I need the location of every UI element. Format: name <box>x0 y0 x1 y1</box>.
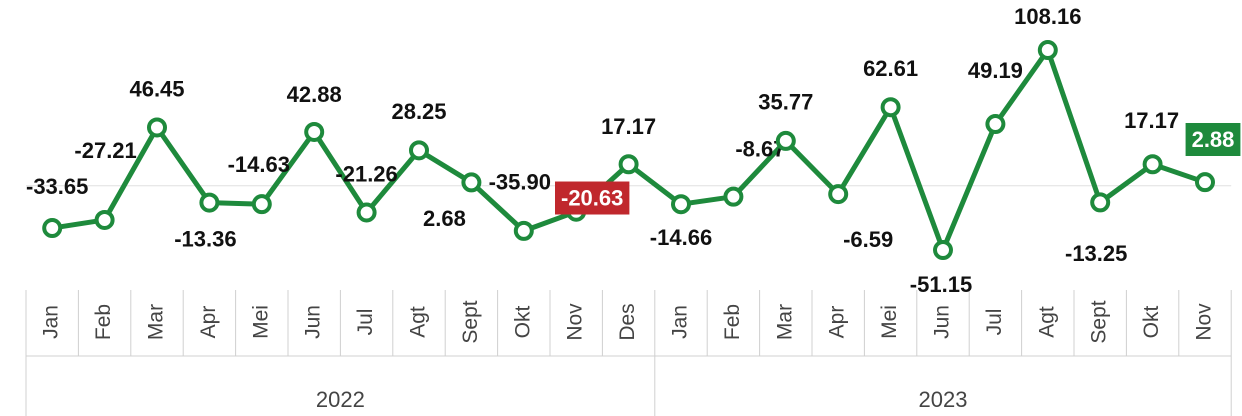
data-label-box <box>555 181 630 215</box>
x-tick-label: Apr <box>197 306 220 339</box>
data-label: -33.65 <box>26 174 88 199</box>
x-tick-label: Jun <box>931 305 954 339</box>
data-point <box>775 130 796 151</box>
data-point <box>723 186 744 207</box>
x-tick-label: Okt <box>1140 306 1163 339</box>
data-label: 49.19 <box>968 58 1023 83</box>
x-tick-label: Apr <box>826 306 849 339</box>
x-tick-label: Nov <box>564 303 587 341</box>
data-point <box>199 192 220 213</box>
x-tick-label: Jul <box>354 309 377 336</box>
data-point <box>513 220 534 241</box>
data-label: 28.25 <box>391 99 446 124</box>
x-tick-label: Mar <box>773 304 796 340</box>
x-tick-label: Mei <box>249 305 272 339</box>
data-point <box>304 121 325 142</box>
x-tick-label: Feb <box>721 304 744 340</box>
data-point <box>1195 172 1215 193</box>
data-point <box>671 194 691 215</box>
data-label: 108.16 <box>1014 4 1081 29</box>
x-tick-label: Jan <box>40 305 63 339</box>
data-label: -20.63 <box>561 186 623 211</box>
data-label: 2.68 <box>423 206 466 231</box>
x-tick-label: Agt <box>1035 306 1058 338</box>
x-tick-label: Mar <box>145 304 168 340</box>
data-label: 46.45 <box>129 76 184 101</box>
data-label: 2.88 <box>1192 127 1235 152</box>
data-label: -14.63 <box>228 152 290 177</box>
data-label: -51.15 <box>910 272 972 297</box>
data-point <box>409 140 429 161</box>
data-label: -13.36 <box>174 226 236 251</box>
data-point <box>147 117 167 138</box>
x-tick-label: Feb <box>92 304 115 340</box>
x-group-label: 2022 <box>316 387 365 412</box>
data-point <box>828 184 849 205</box>
x-tick-label: Sept <box>1088 300 1111 343</box>
data-point <box>251 194 272 215</box>
data-point <box>618 154 639 175</box>
x-tick-label: Agt <box>407 306 430 338</box>
data-label: 17.17 <box>601 114 656 139</box>
data-label: -21.26 <box>335 161 397 186</box>
data-label: -6.59 <box>843 227 893 252</box>
data-point <box>42 218 63 239</box>
data-point <box>880 97 901 118</box>
data-point <box>1037 40 1058 61</box>
data-label: -35.90 <box>489 170 551 195</box>
data-label: -27.21 <box>74 138 136 163</box>
x-tick-label: Okt <box>511 306 534 339</box>
x-tick-label: Jun <box>302 305 325 339</box>
data-line <box>51 47 1206 253</box>
data-label: 42.88 <box>287 82 342 107</box>
x-tick-label: Jan <box>669 305 692 339</box>
data-point <box>94 209 115 230</box>
data-label: 62.61 <box>863 56 918 81</box>
data-label: 35.77 <box>758 90 813 115</box>
x-tick-label: Nov <box>1193 303 1216 341</box>
data-point <box>985 114 1006 135</box>
x-tick-label: Des <box>616 303 639 340</box>
data-point <box>933 240 953 261</box>
x-group-label: 2023 <box>919 387 968 412</box>
data-point <box>356 202 377 223</box>
data-point <box>1142 154 1163 175</box>
data-point <box>1090 192 1111 213</box>
data-point <box>461 172 482 193</box>
x-tick-label: Sept <box>459 300 482 343</box>
data-label: 17.17 <box>1124 108 1179 133</box>
data-label-box <box>1185 122 1241 156</box>
x-tick-label: Jul <box>983 309 1006 336</box>
x-tick-label: Mei <box>878 305 901 339</box>
data-label: -14.66 <box>650 225 712 250</box>
data-label: -13.25 <box>1065 241 1127 266</box>
